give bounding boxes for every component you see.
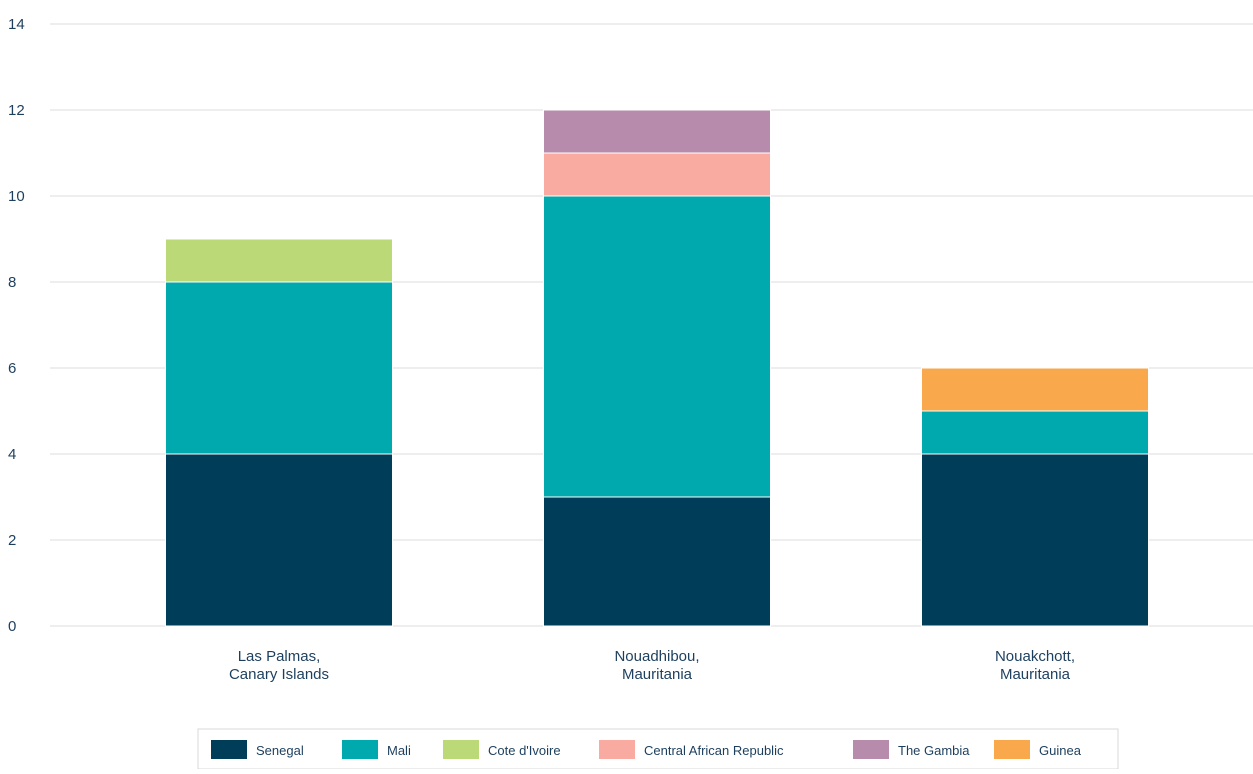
bar-segment-senegal <box>543 496 771 627</box>
legend-item-guinea: Guinea <box>994 740 1082 759</box>
legend-swatch-central-african-republic <box>599 740 635 759</box>
bar-segment-cote-d-ivoire <box>165 238 393 283</box>
bar-segment-guinea <box>921 367 1149 412</box>
y-tick-label: 4 <box>8 446 16 463</box>
bars <box>165 109 1149 627</box>
y-axis-ticks: 0 2 4 6 8 10 12 14 <box>8 16 25 635</box>
y-tick-label: 12 <box>8 102 25 119</box>
x-category-label: Nouakchott, <box>995 648 1075 665</box>
legend-swatch-senegal <box>211 740 247 759</box>
x-category-label: Mauritania <box>1000 666 1071 683</box>
legend-swatch-the-gambia <box>853 740 889 759</box>
y-tick-label: 8 <box>8 274 16 291</box>
legend-label: Senegal <box>256 743 304 758</box>
x-axis-labels: Las Palmas,Canary IslandsNouadhibou,Maur… <box>229 648 1075 683</box>
legend: Senegal Mali Cote d'Ivoire Central African … <box>197 728 1119 770</box>
legend-label: Central African Republic <box>644 743 784 758</box>
x-category-label: Canary Islands <box>229 666 329 683</box>
y-tick-label: 6 <box>8 360 16 377</box>
legend-item-central-african-republic: Central African Republic <box>599 740 784 759</box>
x-category-label: Mauritania <box>622 666 693 683</box>
legend-label: The Gambia <box>898 743 970 758</box>
x-category-label: Nouadhibou, <box>614 648 699 665</box>
legend-swatch-cote-d-ivoire <box>443 740 479 759</box>
legend-item-the-gambia: The Gambia <box>853 740 970 759</box>
legend-label: Guinea <box>1039 743 1082 758</box>
y-tick-label: 14 <box>8 16 25 33</box>
legend-item-mali: Mali <box>342 740 411 759</box>
legend-item-senegal: Senegal <box>211 740 304 759</box>
legend-swatch-mali <box>342 740 378 759</box>
y-tick-label: 2 <box>8 532 16 549</box>
bar-segment-mali <box>543 195 771 498</box>
bar-segment-mali <box>921 410 1149 455</box>
x-category-label: Las Palmas, <box>238 648 321 665</box>
bar-segment-central-african-republic <box>543 152 771 197</box>
bar-segment-mali <box>165 281 393 455</box>
y-tick-label: 10 <box>8 188 25 205</box>
legend-item-cote-d-ivoire: Cote d'Ivoire <box>443 740 561 759</box>
bar-segment-senegal <box>921 453 1149 627</box>
legend-label: Mali <box>387 743 411 758</box>
bar-segment-the-gambia <box>543 109 771 154</box>
legend-label: Cote d'Ivoire <box>488 743 561 758</box>
legend-swatch-guinea <box>994 740 1030 759</box>
bar-segment-senegal <box>165 453 393 627</box>
y-tick-label: 0 <box>8 618 16 635</box>
